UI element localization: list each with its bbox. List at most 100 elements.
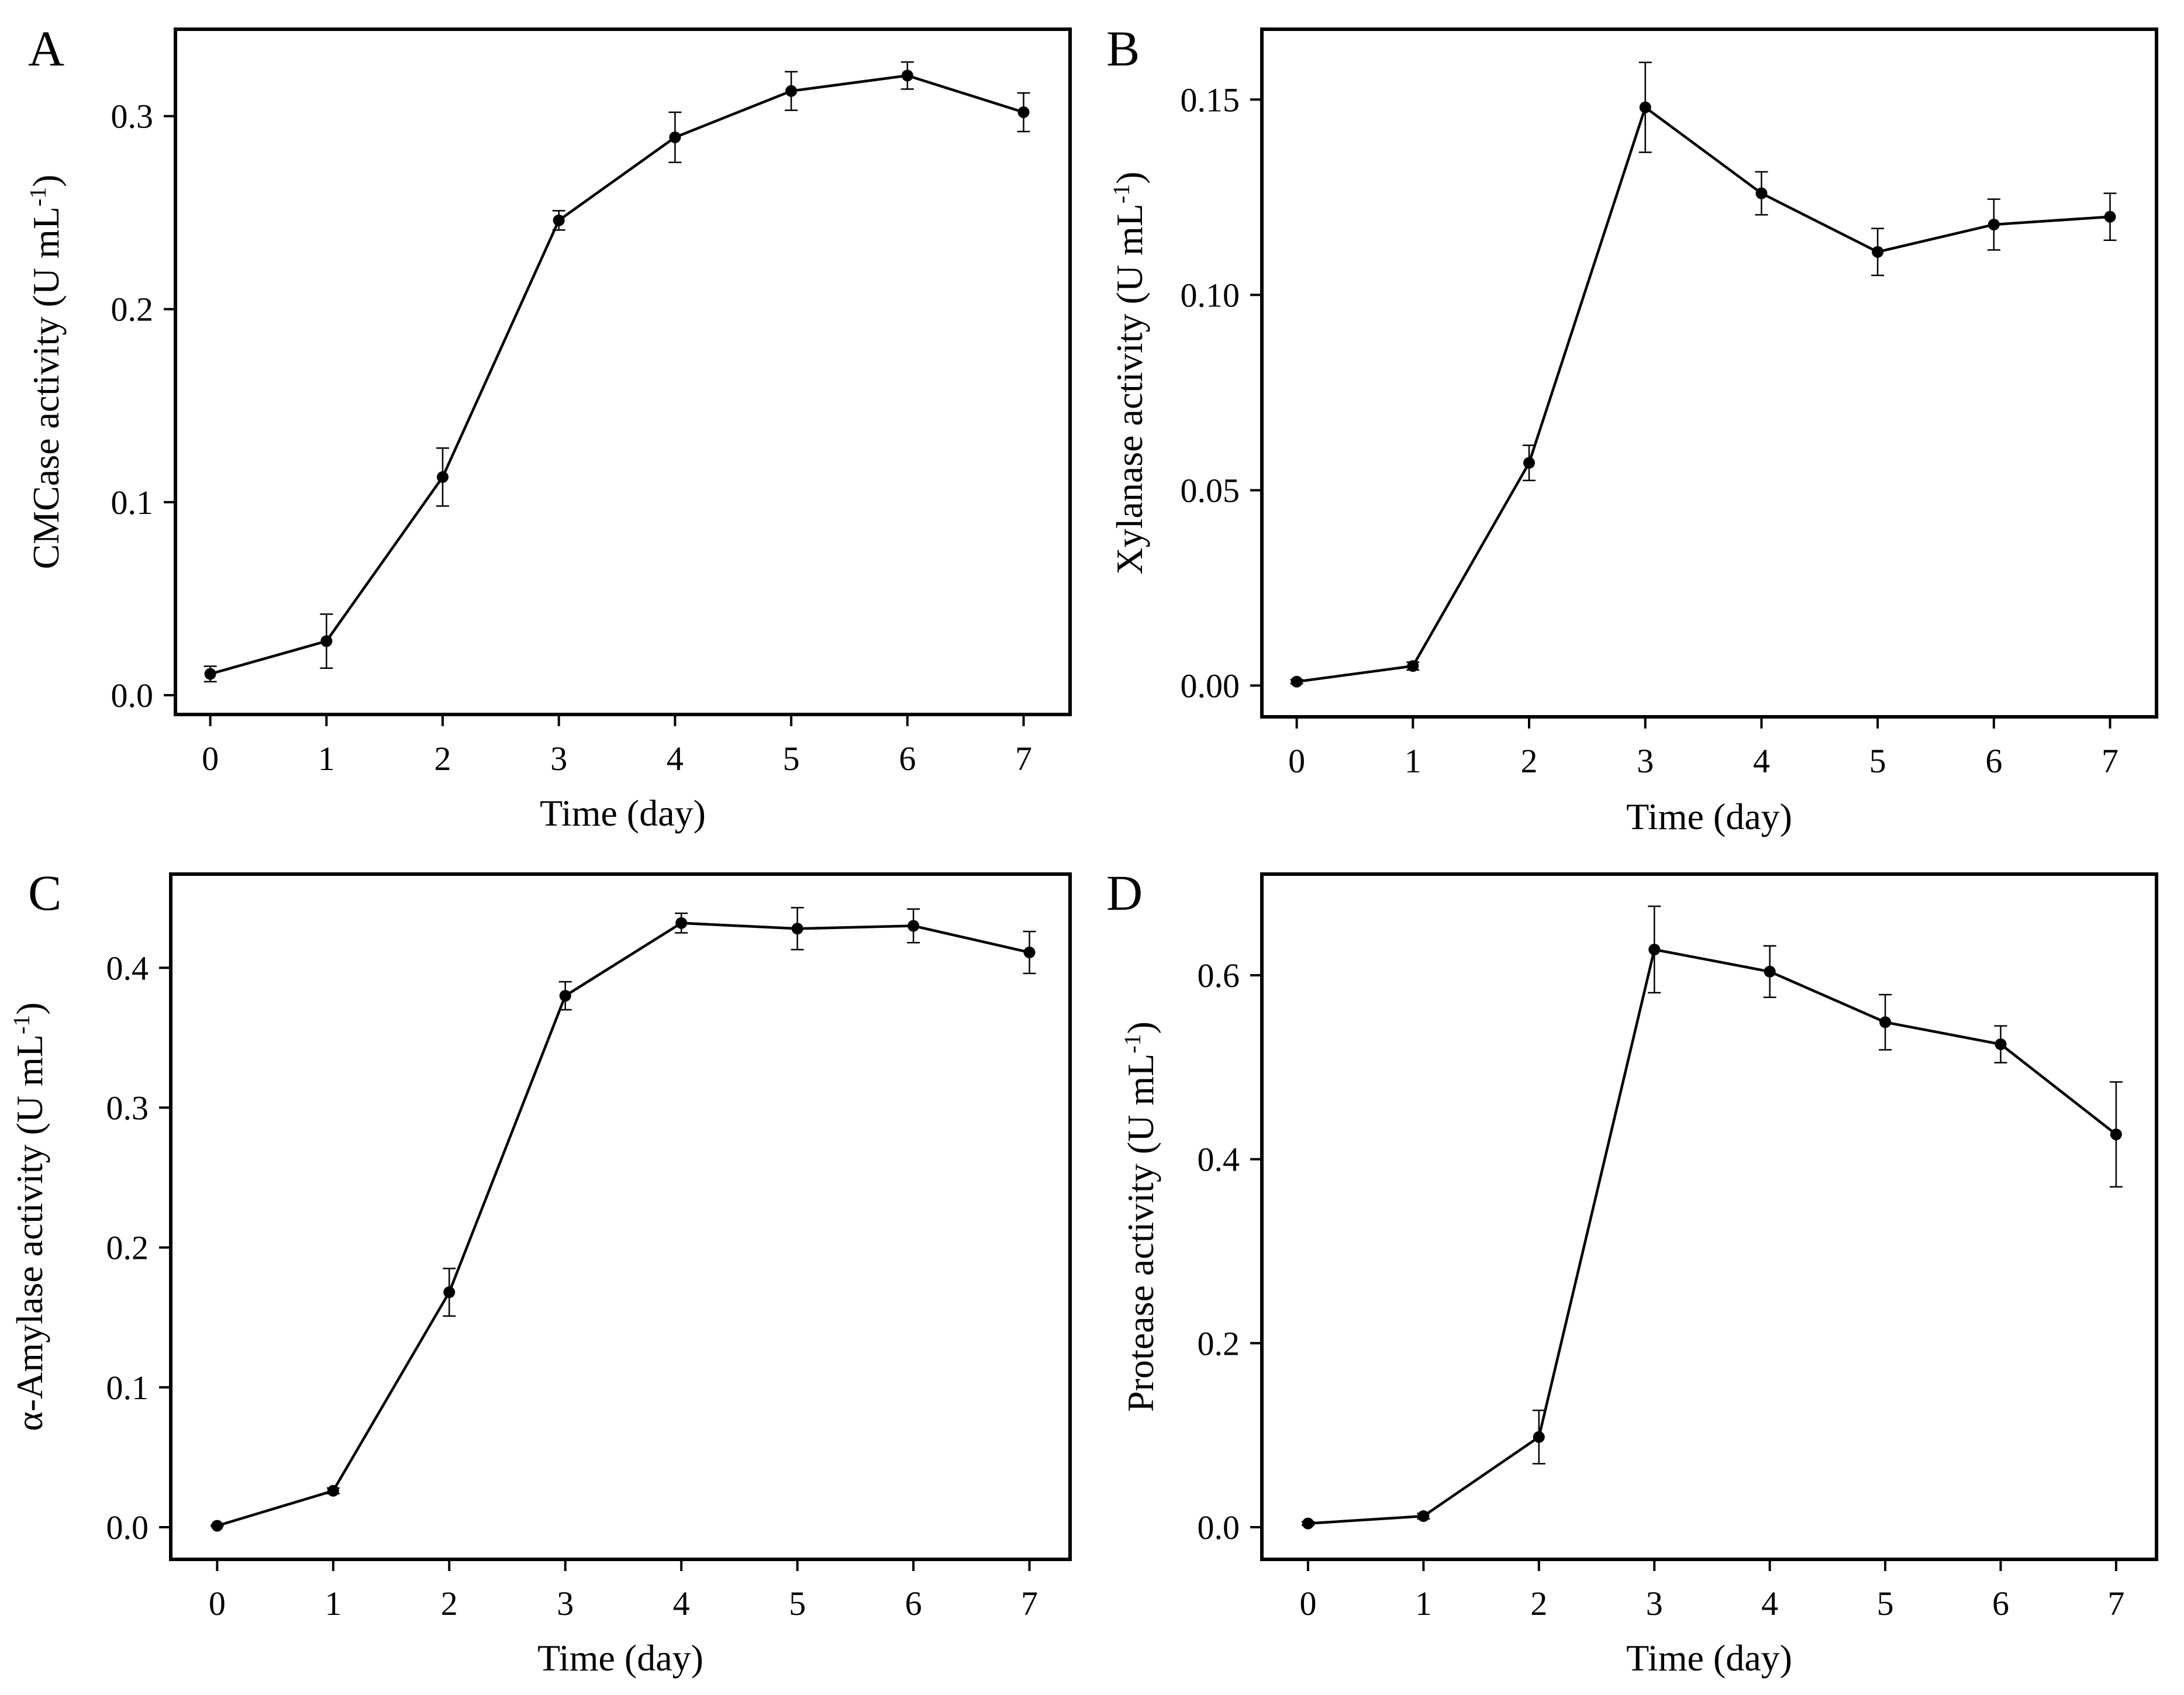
x-tick-label: 6 [905, 1584, 922, 1622]
x-tick-label: 3 [1637, 742, 1654, 780]
y-tick-label: 0.1 [106, 1369, 149, 1407]
x-axis-label: Time (day) [1626, 796, 1792, 837]
x-tick-label: 4 [673, 1584, 690, 1622]
y-tick-label: 0.3 [106, 1089, 149, 1127]
y-tick-label: 0.15 [1181, 81, 1240, 119]
data-point [1302, 1517, 1314, 1530]
y-axis-label: α-Amylase activity (U mL-1) [8, 1002, 51, 1431]
x-tick-label: 1 [1405, 742, 1422, 780]
x-tick-label: 0 [209, 1584, 226, 1622]
x-tick-label: 6 [1992, 1584, 2009, 1622]
x-tick-label: 0 [202, 740, 219, 778]
x-tick-label: 1 [318, 740, 335, 778]
y-axis-label: Protease activity (U mL-1) [1119, 1021, 1162, 1412]
x-axis-label: Time (day) [1626, 1637, 1792, 1679]
y-tick-label: 0.2 [1198, 1324, 1240, 1362]
data-point [320, 635, 333, 647]
panel-letter: C [28, 865, 61, 921]
data-point [327, 1485, 339, 1497]
x-tick-label: 2 [1521, 742, 1538, 780]
data-point [1291, 675, 1303, 688]
panel-letter: B [1106, 20, 1140, 77]
data-point [1988, 219, 2000, 231]
series-line [1307, 948, 2117, 1525]
x-tick-label: 5 [1869, 742, 1886, 780]
y-tick-label: 0.4 [106, 949, 149, 987]
y-tick-label: 0.0 [111, 676, 154, 714]
panel-letter: D [1106, 865, 1143, 921]
x-axis-label: Time (day) [537, 1637, 703, 1679]
series-line [1296, 105, 2110, 683]
data-point [443, 1286, 456, 1299]
panel-letter: A [28, 20, 64, 77]
x-tick-label: 4 [667, 740, 684, 778]
series-line [216, 921, 1030, 1527]
y-tick-label: 0.05 [1181, 471, 1240, 509]
data-point [2110, 1128, 2122, 1141]
x-tick-label: 7 [1015, 740, 1032, 778]
plot-frame [1260, 872, 2158, 1561]
y-tick-label: 0.0 [106, 1508, 149, 1546]
x-tick-label: 2 [1530, 1584, 1547, 1622]
x-tick-label: 5 [1877, 1584, 1894, 1622]
y-tick-label: 0.3 [111, 98, 154, 136]
x-tick-label: 3 [550, 740, 567, 778]
x-tick-label: 1 [1415, 1584, 1432, 1622]
x-tick-label: 6 [1985, 742, 2002, 780]
data-point [1417, 1510, 1430, 1523]
data-point [901, 70, 913, 82]
data-point [908, 920, 920, 932]
plot-frame [169, 872, 1072, 1561]
plot-frame [174, 27, 1072, 716]
panel-d: D 0 1 2 3 4 5 6 7 0.0 0.2 0.4 0.6 Time (day) Protease … [1106, 865, 2158, 1679]
y-tick-label: 0.2 [111, 291, 154, 329]
data-point [675, 917, 688, 929]
data-point [1639, 101, 1651, 113]
panel-a: A 0 1 2 3 4 5 6 7 0.0 0.1 0.2 0.3 Time (day) CMCase ac… [25, 20, 1072, 834]
data-point [204, 668, 216, 680]
series-line [209, 74, 1024, 675]
x-tick-label: 7 [1021, 1584, 1038, 1622]
data-point [211, 1520, 223, 1532]
y-tick-label: 0.4 [1198, 1141, 1240, 1179]
y-tick-label: 0.10 [1181, 276, 1240, 314]
data-point [437, 471, 449, 483]
y-axis-label: CMCase activity (U mL-1) [25, 175, 67, 569]
y-tick-label: 0.00 [1181, 667, 1240, 705]
data-point [1407, 660, 1419, 672]
y-axis-label: Xylanase activity (U mL-1) [1108, 171, 1151, 574]
x-tick-label: 4 [1753, 742, 1770, 780]
data-point [1533, 1431, 1545, 1443]
x-tick-label: 6 [899, 740, 916, 778]
data-point [1648, 943, 1661, 955]
data-point [1879, 1016, 1892, 1028]
plot-frame [1260, 27, 2158, 719]
data-point [553, 214, 565, 226]
x-tick-label: 3 [557, 1584, 574, 1622]
data-point [2104, 210, 2116, 223]
x-tick-label: 5 [789, 1584, 806, 1622]
data-point [1995, 1038, 2007, 1051]
x-tick-label: 3 [1646, 1584, 1663, 1622]
y-tick-label: 0.2 [106, 1229, 149, 1267]
y-tick-label: 0.6 [1198, 957, 1240, 995]
x-tick-label: 2 [441, 1584, 458, 1622]
x-axis-label: Time (day) [540, 792, 706, 834]
x-tick-label: 2 [434, 740, 451, 778]
y-tick-label: 0.1 [111, 484, 154, 522]
data-point [1023, 946, 1036, 958]
x-tick-label: 0 [1288, 742, 1305, 780]
x-tick-label: 7 [2107, 1584, 2124, 1622]
panel-b: B 0 1 2 3 4 5 6 7 0.00 0.05 0.10 0.15 Time (day) Xylan… [1106, 20, 2158, 837]
data-point [669, 131, 681, 143]
y-tick-label: 0.0 [1198, 1508, 1240, 1546]
data-point [1764, 965, 1776, 978]
data-point [1523, 457, 1536, 469]
panel-c: C 0 1 2 3 4 5 6 7 0.0 0.1 0.2 0.3 0.4 Time (day) α-Amyl… [8, 865, 1072, 1679]
x-tick-label: 4 [1761, 1584, 1778, 1622]
x-tick-label: 7 [2102, 742, 2119, 780]
data-point [1017, 106, 1030, 118]
data-point [1755, 187, 1768, 199]
data-point [791, 923, 803, 935]
